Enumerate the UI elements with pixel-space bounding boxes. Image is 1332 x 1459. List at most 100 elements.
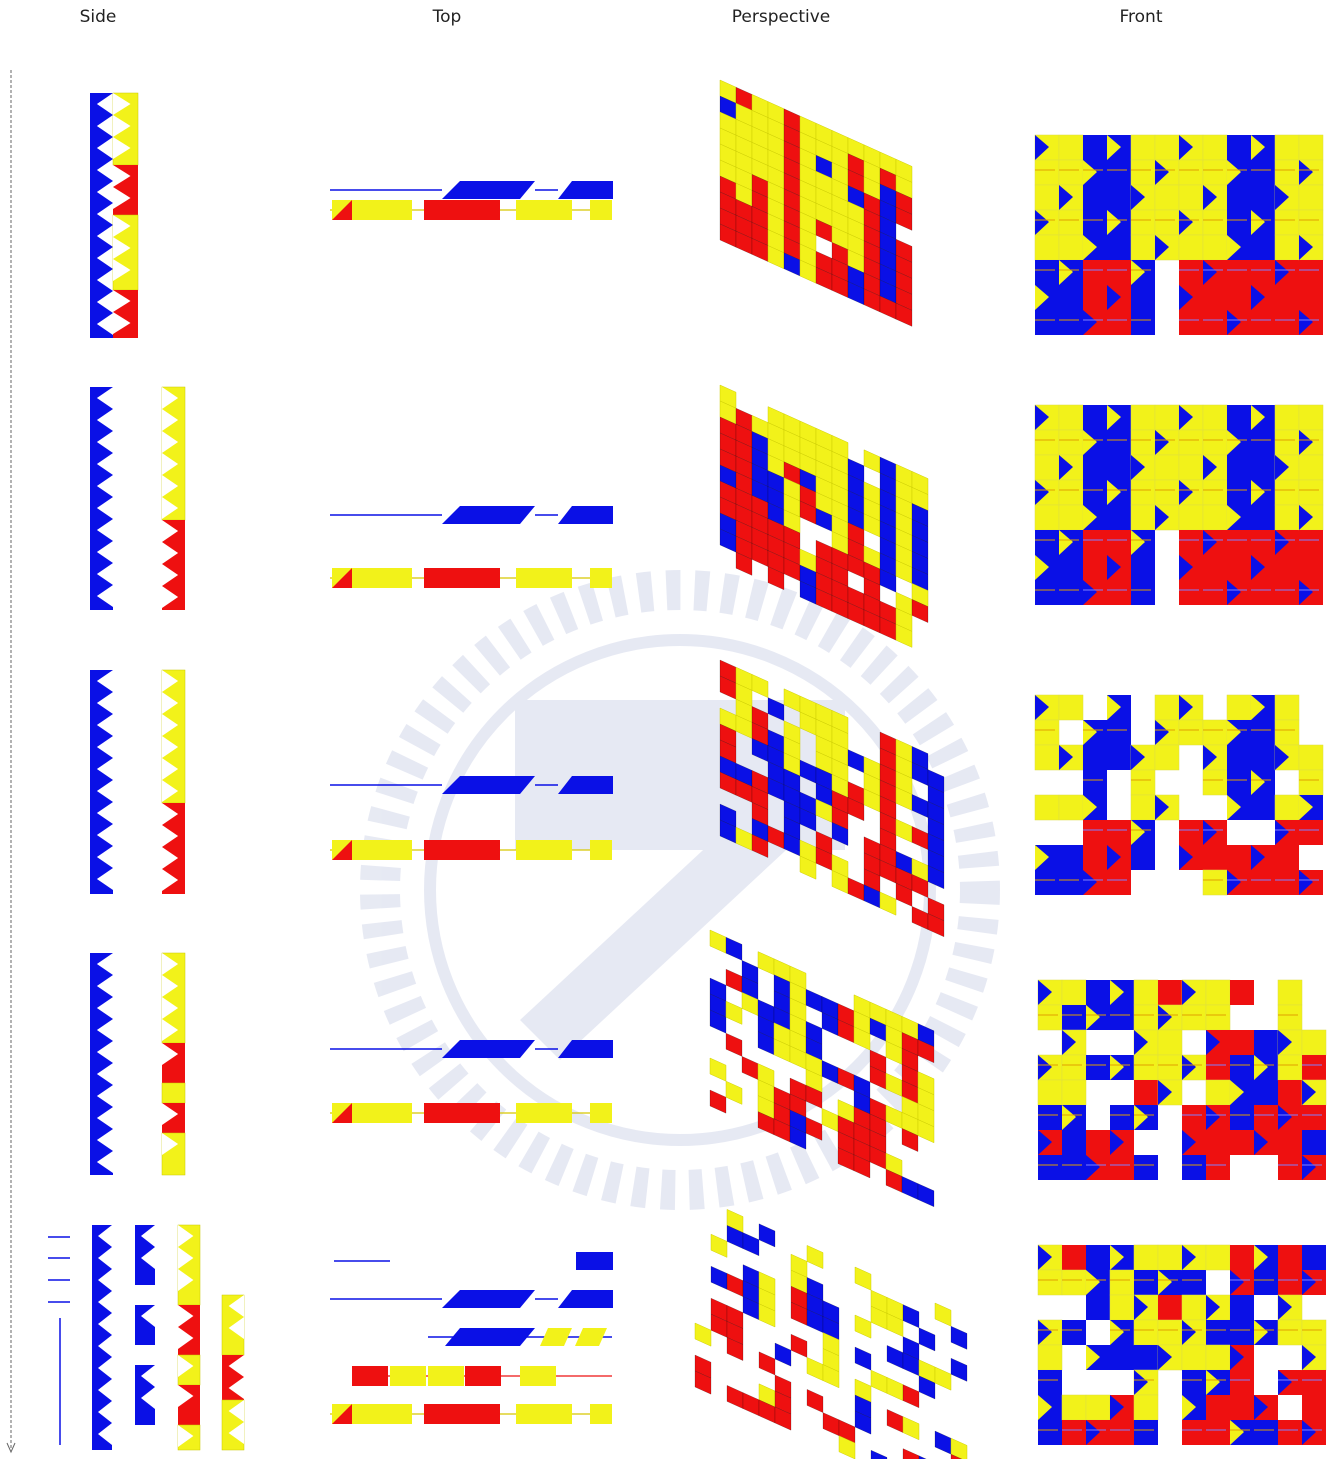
front-cell	[1179, 185, 1203, 210]
perspective-cell	[822, 1108, 838, 1131]
perspective-cell	[791, 1334, 807, 1357]
front-cell	[1131, 580, 1155, 605]
front-cell	[1275, 695, 1299, 720]
front-cell	[1227, 745, 1251, 770]
front-cell	[1059, 480, 1083, 505]
perspective-cell	[935, 1431, 951, 1454]
front-cell	[1251, 430, 1275, 455]
front-cell	[1251, 795, 1275, 820]
front-cell	[1035, 530, 1059, 555]
perspective-cell	[726, 1001, 742, 1024]
front-cell	[1062, 1005, 1086, 1030]
front-cell	[1203, 720, 1227, 745]
front-cell	[1275, 505, 1299, 530]
front-cell	[1083, 845, 1107, 870]
perspective-cell	[903, 1449, 919, 1459]
front-cell	[1227, 455, 1251, 480]
front-cell	[1134, 1005, 1158, 1030]
front-cell	[1131, 310, 1155, 335]
front-cell	[1302, 1245, 1326, 1270]
front-cell	[1182, 1370, 1206, 1395]
front-cell	[1038, 1420, 1062, 1445]
front-cell	[1302, 1320, 1326, 1345]
front-cell	[1062, 1155, 1086, 1180]
front-cell	[1035, 185, 1059, 210]
perspective-cell	[695, 1323, 711, 1346]
front-cell	[1299, 260, 1323, 285]
perspective-view	[695, 1195, 967, 1459]
front-cell	[1131, 285, 1155, 310]
front-cell	[1107, 455, 1131, 480]
front-cell	[1110, 1270, 1134, 1295]
perspective-cell	[918, 1184, 934, 1207]
front-cell	[1206, 1055, 1230, 1080]
front-cell	[1110, 1345, 1134, 1370]
side-strip	[162, 1083, 185, 1103]
perspective-cell	[951, 1326, 967, 1349]
front-cell	[1203, 310, 1227, 335]
front-cell	[1083, 455, 1107, 480]
front-cell	[1035, 260, 1059, 285]
column-header: Front	[1120, 7, 1163, 27]
front-cell	[1203, 580, 1227, 605]
front-cell	[1275, 405, 1299, 430]
perspective-cell	[903, 1417, 919, 1440]
front-cell	[1254, 1030, 1278, 1055]
front-cell	[1278, 1005, 1302, 1030]
front-cell	[1227, 480, 1251, 505]
perspective-cell	[759, 1352, 775, 1375]
perspective-cell	[887, 1409, 903, 1432]
front-cell	[1131, 430, 1155, 455]
top-face	[428, 1366, 464, 1386]
front-cell	[1302, 1130, 1326, 1155]
front-cell	[1299, 770, 1323, 795]
front-cell	[1203, 160, 1227, 185]
front-cell	[1134, 1055, 1158, 1080]
front-cell	[1275, 555, 1299, 580]
front-cell	[1203, 285, 1227, 310]
top-face	[428, 1404, 464, 1424]
front-cell	[1299, 135, 1323, 160]
front-cell	[1203, 480, 1227, 505]
front-view	[1038, 1245, 1326, 1445]
front-cell	[1107, 505, 1131, 530]
front-cell	[1278, 1245, 1302, 1270]
front-cell	[1083, 210, 1107, 235]
front-cell	[1179, 260, 1203, 285]
front-cell	[1107, 160, 1131, 185]
perspective-cell	[806, 1117, 822, 1140]
perspective-cell	[864, 450, 880, 473]
top-face	[558, 1290, 613, 1308]
front-cell	[1107, 720, 1131, 745]
front-cell	[1059, 555, 1083, 580]
front-cell	[1134, 1155, 1158, 1180]
front-cell	[1110, 1005, 1134, 1030]
front-cell	[1179, 235, 1203, 260]
perspective-cell	[919, 1328, 935, 1351]
perspective-cell	[759, 1224, 775, 1247]
front-cell	[1227, 185, 1251, 210]
front-cell	[1203, 555, 1227, 580]
front-cell	[1158, 1320, 1182, 1345]
front-cell	[1107, 185, 1131, 210]
perspective-cell	[806, 989, 822, 1012]
front-cell	[1230, 1320, 1254, 1345]
front-cell	[1035, 580, 1059, 605]
front-cell	[1251, 185, 1275, 210]
front-cell	[1083, 285, 1107, 310]
front-cell	[1179, 455, 1203, 480]
perspective-cell	[887, 1377, 903, 1400]
front-cell	[1182, 1295, 1206, 1320]
front-cell	[1230, 1030, 1254, 1055]
front-cell	[1083, 820, 1107, 845]
front-cell	[1038, 1080, 1062, 1105]
front-cell	[1158, 980, 1182, 1005]
top-face	[465, 1366, 501, 1386]
front-cell	[1110, 1295, 1134, 1320]
front-cell	[1179, 720, 1203, 745]
top-face	[575, 1328, 607, 1346]
perspective-cell	[871, 1450, 887, 1459]
top-face	[520, 1366, 556, 1386]
front-cell	[1299, 745, 1323, 770]
front-cell	[1278, 980, 1302, 1005]
